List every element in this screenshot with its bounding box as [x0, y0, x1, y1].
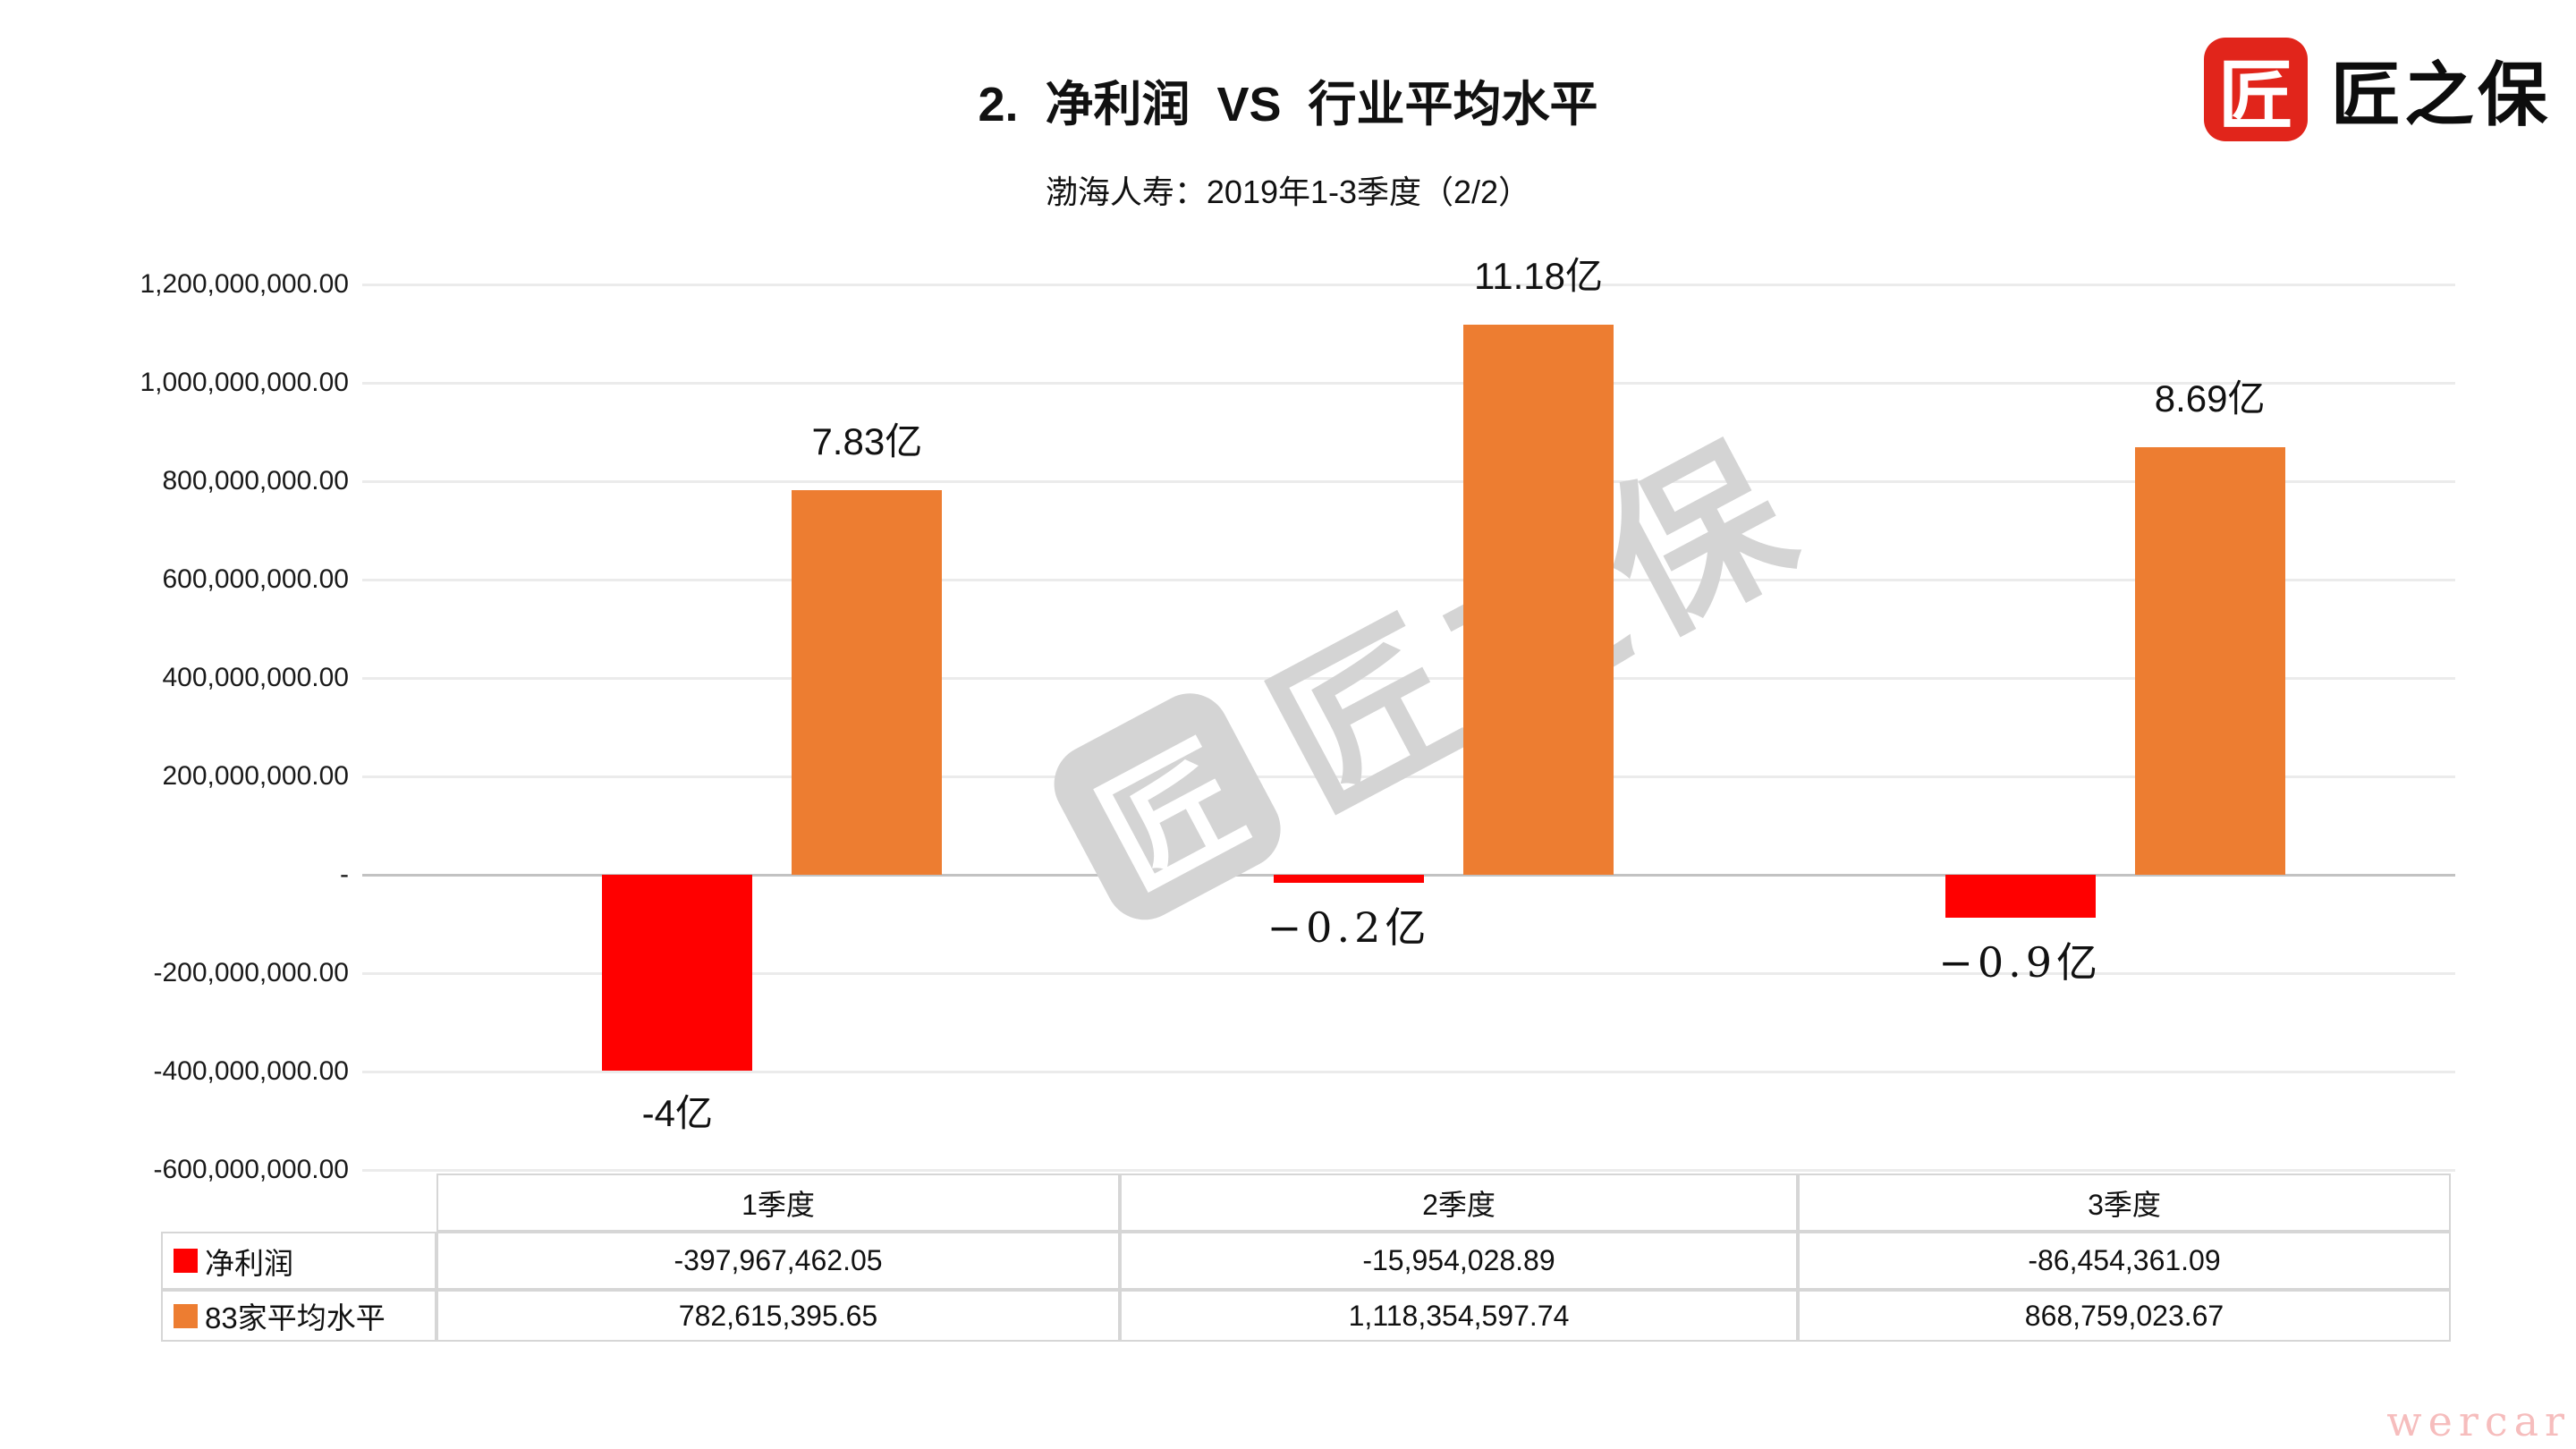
- bar-industry-average-q1: [792, 489, 943, 875]
- gridline: [362, 1071, 2455, 1073]
- brand-logo-text: 匠之保: [2330, 55, 2551, 134]
- brand-logo-icon: 匠: [2203, 38, 2308, 141]
- corner-watermark: wercar: [2386, 1397, 2571, 1445]
- bar-net-profit-q1: [602, 875, 753, 1071]
- bar-data-label: −0.9亿: [1938, 937, 2102, 987]
- table-legend-industry-average: 83家平均水平: [161, 1290, 436, 1342]
- table-value-cell: -15,954,028.89: [1120, 1232, 1798, 1290]
- table-header-3季度: 3季度: [1798, 1174, 2451, 1232]
- y-axis-tick-label: 1,200,000,000.00: [140, 269, 349, 299]
- gridline: [362, 284, 2455, 286]
- gridline: [362, 972, 2455, 975]
- legend-swatch: [174, 1249, 198, 1273]
- bar-net-profit-q3: [1945, 875, 2096, 918]
- gridline: [362, 480, 2455, 483]
- gridline: [362, 1169, 2455, 1172]
- y-axis-tick-label: -: [340, 860, 349, 889]
- page-subtitle: 渤海人寿：2019年1-3季度（2/2）: [1045, 174, 1531, 210]
- legend-label: 83家平均水平: [205, 1301, 386, 1335]
- y-axis-tick-label: 600,000,000.00: [162, 564, 349, 594]
- bar-data-label: -4亿: [641, 1091, 713, 1134]
- page-title: 2. 净利润 VS 行业平均水平: [978, 78, 1598, 131]
- bar-data-label: 8.69亿: [2154, 377, 2266, 420]
- bar-data-label: 7.83亿: [811, 419, 923, 462]
- y-axis-tick-label: 200,000,000.00: [162, 761, 349, 791]
- y-axis-tick-label: -600,000,000.00: [153, 1155, 349, 1184]
- gridline: [362, 775, 2455, 778]
- bar-net-profit-q2: [1274, 875, 1424, 883]
- table-value-cell: -397,967,462.05: [436, 1232, 1120, 1290]
- table-value-cell: 1,118,354,597.74: [1120, 1290, 1798, 1342]
- table-legend-net-profit: 净利润: [161, 1232, 436, 1290]
- table-value-cell: 782,615,395.65: [436, 1290, 1120, 1342]
- bar-industry-average-q2: [1463, 324, 1614, 875]
- table-value-cell: -86,454,361.09: [1798, 1232, 2451, 1290]
- brand-logo: 匠 匠之保: [2203, 38, 2551, 141]
- watermark-logo-icon: 匠: [1039, 680, 1294, 935]
- bar-industry-average-q3: [2134, 447, 2285, 875]
- y-axis-tick-label: -400,000,000.00: [153, 1056, 349, 1086]
- bar-data-label: −0.2亿: [1267, 902, 1431, 952]
- y-axis-tick-label: 1,000,000,000.00: [140, 368, 349, 397]
- table-value-cell: 868,759,023.67: [1798, 1290, 2451, 1342]
- gridline: [362, 677, 2455, 680]
- y-axis-tick-label: 400,000,000.00: [162, 663, 349, 692]
- table-header-1季度: 1季度: [436, 1174, 1120, 1232]
- y-axis-tick-label: -200,000,000.00: [153, 958, 349, 987]
- gridline: [362, 382, 2455, 385]
- table-header-2季度: 2季度: [1120, 1174, 1798, 1232]
- legend-swatch: [174, 1303, 198, 1328]
- gridline: [362, 579, 2455, 581]
- bar-data-label: 11.18亿: [1474, 254, 1603, 297]
- legend-label: 净利润: [205, 1246, 293, 1280]
- y-axis-tick-label: 800,000,000.00: [162, 466, 349, 496]
